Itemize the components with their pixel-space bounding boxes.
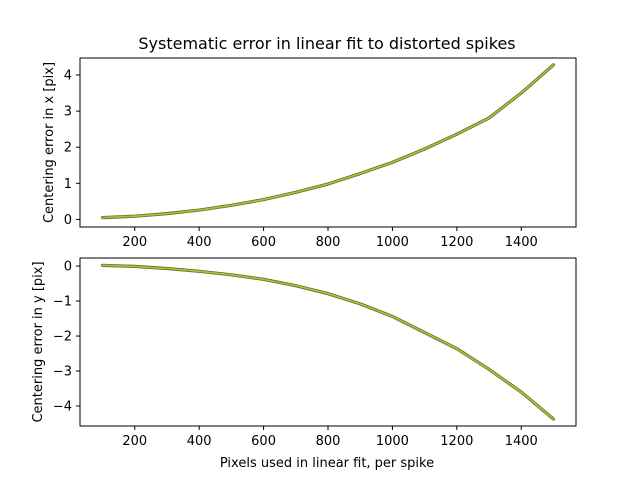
axes-frame <box>79 57 577 228</box>
y-tick-label: −4 <box>53 400 72 415</box>
x-tick-label: 1200 <box>440 434 473 449</box>
chart-title: Systematic error in linear fit to distor… <box>138 34 515 53</box>
x-tick-label: 200 <box>122 235 147 250</box>
x-tick-label: 1000 <box>376 434 409 449</box>
y-tick-label: 3 <box>64 105 72 120</box>
series-line-1-0 <box>101 264 555 420</box>
y-axis-label: Centering error in x [pix] <box>42 62 57 223</box>
y-tick-label: 0 <box>64 213 72 228</box>
top-panel: 200 400 600 800 1000 1200 1400 0 1 2 3 4 Centering e… <box>42 57 577 250</box>
y-tick-label: 1 <box>64 177 72 192</box>
x-tick-label: 1000 <box>376 235 409 250</box>
y-tick-label: −3 <box>53 365 72 380</box>
y-tick-label: 0 <box>64 260 72 275</box>
x-tick-label: 800 <box>316 434 341 449</box>
x-tick-label: 200 <box>122 434 147 449</box>
bottom-panel: 200 400 600 800 1000 1200 1400 0 −1 −2 −3 −4 Centeri… <box>31 257 577 449</box>
x-tick-label: 400 <box>187 434 212 449</box>
y-tick-label: −2 <box>53 330 72 345</box>
series-line-shadow-1-0 <box>100 263 556 421</box>
axes-frame <box>79 257 577 427</box>
y-tick-label: 4 <box>64 68 72 83</box>
y-tick-label: 2 <box>64 141 72 156</box>
series-line-0-0 <box>101 64 555 219</box>
x-tick-label: 1400 <box>505 235 538 250</box>
x-tick-label: 400 <box>187 235 212 250</box>
series-line-shadow-0-0 <box>100 63 556 220</box>
x-tick-label: 600 <box>251 235 276 250</box>
x-tick-label: 1400 <box>505 434 538 449</box>
x-tick-label: 800 <box>316 235 341 250</box>
y-axis-label: Centering error in y [pix] <box>31 261 46 422</box>
x-axis-label: Pixels used in linear fit, per spike <box>220 456 434 471</box>
x-tick-label: 1200 <box>440 235 473 250</box>
y-tick-label: −1 <box>53 295 72 310</box>
x-tick-label: 600 <box>251 434 276 449</box>
